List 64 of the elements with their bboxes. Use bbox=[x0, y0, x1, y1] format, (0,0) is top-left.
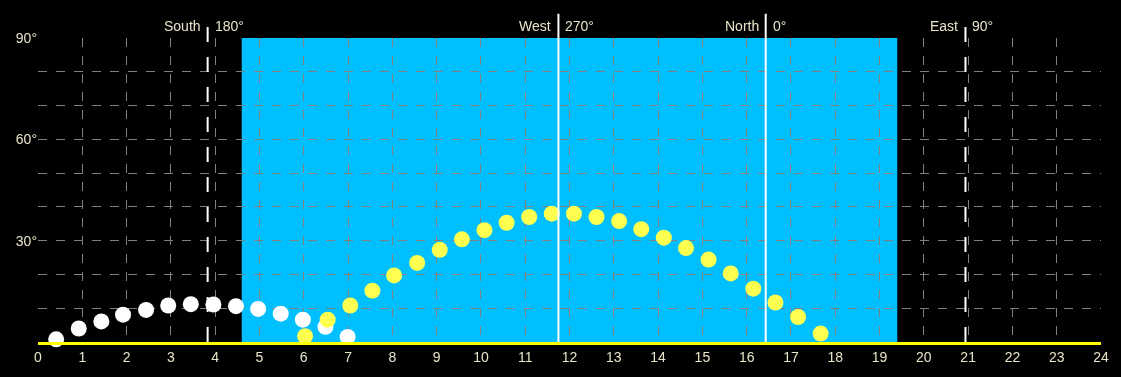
point bbox=[160, 297, 177, 314]
point bbox=[521, 209, 538, 226]
x-tick-label: 15 bbox=[694, 348, 711, 365]
point bbox=[790, 309, 807, 325]
x-tick-label: 10 bbox=[473, 348, 489, 365]
x-tick-label: 11 bbox=[517, 348, 533, 365]
point bbox=[476, 222, 493, 239]
x-tick-label: 12 bbox=[561, 348, 578, 365]
point bbox=[700, 251, 717, 268]
point bbox=[250, 300, 267, 317]
x-tick-label: 18 bbox=[827, 348, 844, 365]
x-tick-label: 22 bbox=[1004, 348, 1021, 365]
ref-line-label: North 0° bbox=[725, 18, 787, 34]
x-tick-label: 20 bbox=[916, 348, 932, 365]
x-tick-label: 3 bbox=[166, 348, 175, 365]
point bbox=[453, 231, 470, 248]
point bbox=[812, 325, 829, 342]
point bbox=[633, 221, 650, 238]
x-tick-label: 21 bbox=[960, 348, 977, 365]
point bbox=[227, 298, 244, 315]
x-tick-label: 1 bbox=[78, 348, 87, 365]
point bbox=[565, 205, 582, 222]
point bbox=[115, 306, 132, 323]
ref-line-label: West 270° bbox=[519, 18, 594, 34]
x-tick-label: 19 bbox=[871, 348, 888, 365]
x-tick-label: 0 bbox=[34, 348, 43, 365]
x-tick-label: 23 bbox=[1048, 348, 1065, 365]
point bbox=[767, 294, 784, 311]
point bbox=[678, 240, 694, 257]
point bbox=[364, 282, 381, 299]
x-tick-label: 5 bbox=[255, 348, 264, 365]
x-tick-label: 6 bbox=[299, 348, 308, 365]
point bbox=[272, 305, 289, 322]
x-tick-label: 16 bbox=[738, 348, 755, 365]
x-tick-label: 17 bbox=[783, 348, 799, 365]
x-tick-label: 14 bbox=[650, 348, 667, 365]
point bbox=[722, 265, 739, 282]
x-tick-label: 2 bbox=[122, 348, 131, 365]
x-tick-label: 9 bbox=[432, 348, 441, 365]
point bbox=[294, 311, 311, 328]
point bbox=[70, 320, 87, 337]
x-tick-label: 8 bbox=[388, 348, 397, 365]
ref-line-label: East 90° bbox=[930, 18, 994, 34]
x-tick-label: 4 bbox=[211, 348, 220, 365]
point bbox=[182, 296, 199, 313]
point bbox=[588, 209, 605, 226]
point bbox=[655, 229, 672, 246]
point bbox=[93, 313, 110, 330]
point bbox=[611, 213, 628, 230]
y-tick-label: 60° bbox=[15, 131, 37, 148]
point bbox=[138, 301, 155, 318]
point bbox=[431, 241, 448, 258]
x-tick-label: 24 bbox=[1093, 348, 1109, 365]
y-tick-label: 90° bbox=[15, 29, 37, 46]
point bbox=[498, 214, 515, 231]
point bbox=[342, 297, 359, 314]
point bbox=[386, 267, 403, 284]
ref-line-label: South 180° bbox=[164, 18, 244, 34]
x-tick-label: 7 bbox=[344, 348, 353, 365]
y-tick-label: 30° bbox=[15, 232, 37, 249]
point bbox=[319, 311, 336, 328]
point bbox=[409, 254, 426, 271]
x-tick-label: 13 bbox=[606, 348, 622, 365]
point bbox=[745, 280, 762, 297]
